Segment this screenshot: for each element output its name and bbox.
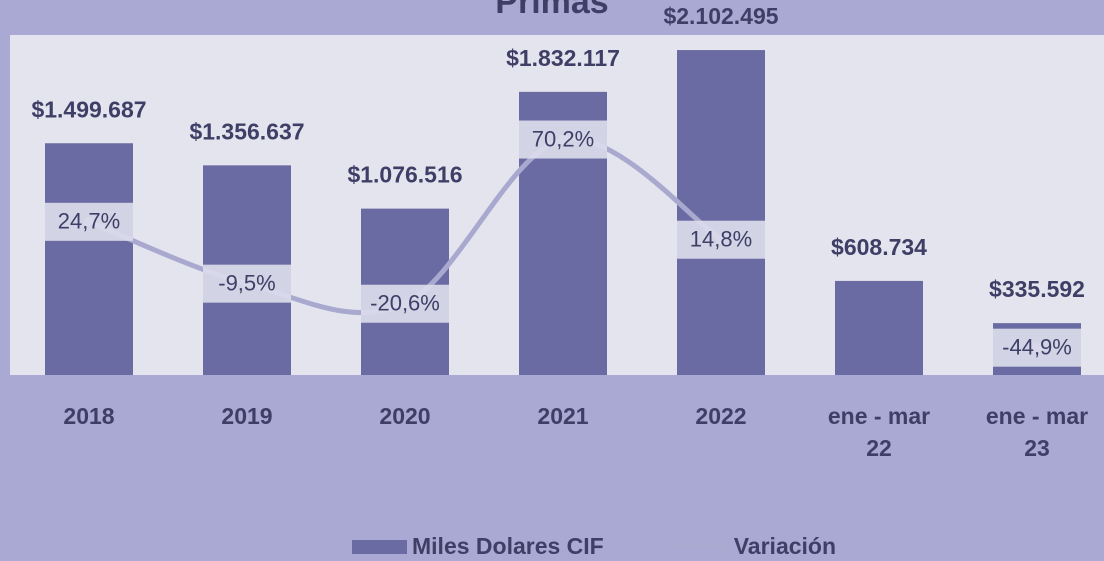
bar (45, 143, 133, 375)
bar-value-label: $1.499.687 (31, 96, 146, 122)
line-value-label: -9,5% (218, 270, 275, 295)
line-value-label: 14,8% (690, 227, 752, 252)
x-tick-label: 2020 (379, 403, 431, 429)
line-value-label: 24,7% (58, 209, 120, 234)
x-tick-label: 2022 (695, 403, 747, 429)
line-value-label: -20,6% (370, 291, 440, 316)
x-tick-label: 2021 (537, 403, 589, 429)
legend-swatch (352, 540, 407, 554)
bar-value-label: $2.102.495 (663, 3, 778, 29)
line-label-box (361, 284, 449, 323)
x-tick-label: ene - mar 23 (985, 403, 1089, 461)
line-label-box (993, 328, 1081, 367)
legend-label: Miles Dolares CIF (412, 533, 604, 559)
x-tick-label: 2019 (221, 403, 273, 429)
legend-label: Variación (734, 533, 836, 559)
line-value-label: -44,9% (1002, 335, 1072, 360)
bar-value-label: $608.734 (831, 234, 927, 260)
bar-value-label: $1.076.516 (347, 162, 462, 188)
x-tick-label: ene - mar 22 (827, 403, 931, 461)
bar-value-label: $1.356.637 (189, 118, 304, 144)
bar-value-label: $335.592 (989, 276, 1085, 302)
line-label-box (45, 202, 133, 241)
line-label-box (677, 220, 765, 259)
bar (835, 280, 923, 375)
bar-value-label: $1.832.117 (506, 45, 620, 71)
line-label-box (203, 264, 291, 303)
x-tick-label: 2018 (63, 403, 115, 429)
line-label-box (519, 120, 607, 159)
line-value-label: 70,2% (532, 126, 594, 151)
chart-title: Primas (495, 0, 608, 21)
